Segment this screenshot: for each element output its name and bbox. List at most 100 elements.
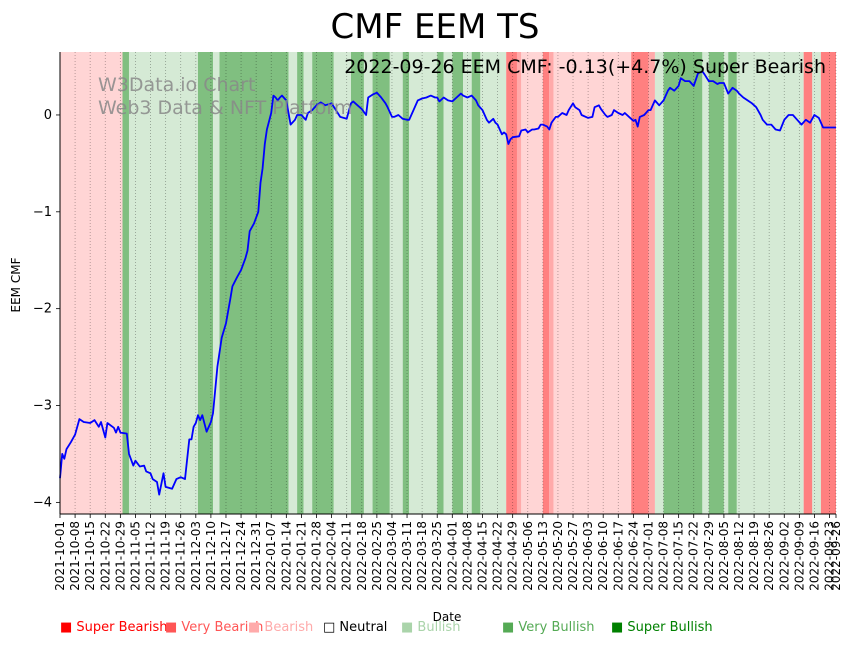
y-tick-label: −3 — [33, 399, 52, 414]
legend-item-super-bearish: ■ Super Bearish — [60, 620, 168, 635]
x-tick-label: 2022-03-04 — [385, 521, 399, 591]
region-bearish — [553, 52, 632, 514]
region-bearish — [521, 52, 543, 514]
legend-item-bearish: ■ Bearish — [248, 620, 313, 635]
region-very-bullish — [372, 52, 390, 514]
x-tick-label: 2021-12-17 — [219, 521, 233, 591]
x-tick-label: 2022-05-27 — [566, 521, 580, 591]
legend-label: Neutral — [339, 620, 388, 635]
region-very-bullish — [452, 52, 464, 514]
x-tick-label: 2022-09-26 — [829, 521, 843, 591]
region-bullish — [128, 52, 198, 514]
x-tick-label: 2022-07-15 — [672, 521, 686, 591]
legend-label: Bearish — [264, 620, 314, 635]
region-bullish — [213, 52, 220, 514]
x-tick-label: 2022-08-19 — [747, 521, 761, 591]
region-very-bullish — [471, 52, 481, 514]
region-bearish — [60, 52, 123, 514]
region-super-bearish — [506, 52, 517, 514]
region-bullish — [463, 52, 472, 514]
series-line — [59, 70, 836, 496]
region-bullish — [736, 52, 804, 514]
x-tick-label: 2022-08-26 — [762, 521, 776, 591]
region-bullish — [389, 52, 403, 514]
legend-swatch-icon: ■ — [60, 620, 77, 635]
region-very-bullish — [219, 52, 289, 514]
legend-item-very-bearish: ■ Very Bearish — [165, 620, 263, 635]
x-tick-label: 2022-04-01 — [445, 521, 459, 591]
x-tick-label: 2022-01-28 — [310, 521, 324, 591]
legend-label: Very Bullish — [518, 620, 595, 635]
x-tick-label: 2022-07-29 — [702, 521, 716, 591]
legend: ■ Super Bearish ■ Very Bearish ■ Bearish □ … — [0, 620, 854, 640]
legend-swatch-icon: ■ — [401, 620, 418, 635]
x-tick-label: 2021-10-15 — [83, 521, 97, 591]
x-tick-label: 2021-12-31 — [249, 521, 263, 591]
watermark-line-2: Web3 Data & NFT Platform — [98, 97, 352, 119]
y-axis-label: EEM CMF — [9, 257, 23, 312]
x-tick-label: 2022-02-18 — [355, 521, 369, 591]
region-super-bearish — [542, 52, 550, 514]
x-tick-label: 2021-11-12 — [144, 521, 158, 591]
x-tick-label: 2022-02-11 — [340, 521, 354, 591]
x-tick-label: 2022-09-02 — [777, 521, 791, 591]
x-tick-label: 2022-08-05 — [717, 521, 731, 591]
legend-item-bullish: ■ Bullish — [401, 620, 460, 635]
region-super-bearish — [803, 52, 813, 514]
region-very-bullish — [122, 52, 129, 514]
legend-label: Super Bullish — [627, 620, 713, 635]
x-tick-label: 2022-07-01 — [641, 521, 655, 591]
region-very-bullish — [312, 52, 334, 514]
region-very-bullish — [708, 52, 724, 514]
x-tick-label: 2021-10-29 — [113, 521, 127, 591]
x-tick-label: 2022-03-25 — [430, 521, 444, 591]
regime-regions — [60, 52, 836, 514]
x-tick-label: 2022-03-11 — [400, 521, 414, 591]
y-tick-label: −2 — [33, 302, 52, 317]
watermark-line-1: W3Data.io Chart — [98, 74, 255, 96]
legend-swatch-icon: ■ — [248, 620, 265, 635]
region-very-bullish — [402, 52, 410, 514]
x-tick-label: 2021-12-10 — [204, 521, 218, 591]
x-tick-label: 2022-06-17 — [611, 521, 625, 591]
region-bullish — [409, 52, 438, 514]
date-gridlines — [59, 52, 837, 514]
legend-label: Bullish — [417, 620, 461, 635]
x-tick-label: 2022-04-22 — [491, 521, 505, 591]
x-tick-label: 2022-06-03 — [581, 521, 595, 591]
x-tick-label: 2021-11-19 — [159, 521, 173, 591]
region-very-bullish — [663, 52, 703, 514]
region-bullish — [723, 52, 729, 514]
x-tick-label: 2022-01-14 — [279, 521, 293, 591]
x-tick-label: 2022-01-07 — [264, 521, 278, 591]
x-tick-label: 2022-06-10 — [596, 521, 610, 591]
region-bullish — [363, 52, 373, 514]
legend-swatch-icon: ■ — [165, 620, 182, 635]
region-very-bullish — [297, 52, 304, 514]
region-super-bearish — [820, 52, 836, 514]
legend-swatch-icon: ■ — [611, 620, 628, 635]
region-very-bearish — [549, 52, 554, 514]
legend-item-neutral: □ Neutral — [323, 620, 387, 635]
y-tick-label: 0 — [44, 108, 52, 123]
x-tick-label: 2021-12-03 — [189, 521, 203, 591]
x-tick-label: 2021-12-24 — [234, 521, 248, 591]
x-tick-label: 2022-09-09 — [792, 521, 806, 591]
region-very-bullish — [728, 52, 737, 514]
legend-label: Very Bearish — [181, 620, 264, 635]
region-bullish — [812, 52, 821, 514]
region-bullish — [654, 52, 664, 514]
x-tick-label: 2022-04-15 — [475, 521, 489, 591]
x-tick-label: 2021-11-26 — [174, 521, 188, 591]
region-very-bearish — [648, 52, 655, 514]
y-tick-label: −1 — [33, 205, 52, 220]
x-tick-label: 2022-09-16 — [807, 521, 821, 591]
x-axis-label: Date — [433, 610, 462, 624]
x-tick-label: 2022-02-25 — [370, 521, 384, 591]
region-super-bearish — [631, 52, 649, 514]
legend-item-super-bullish: ■ Super Bullish — [611, 620, 713, 635]
legend-swatch-icon: □ — [323, 620, 340, 635]
x-tick-label: 2022-07-08 — [657, 521, 671, 591]
region-bullish — [480, 52, 507, 514]
